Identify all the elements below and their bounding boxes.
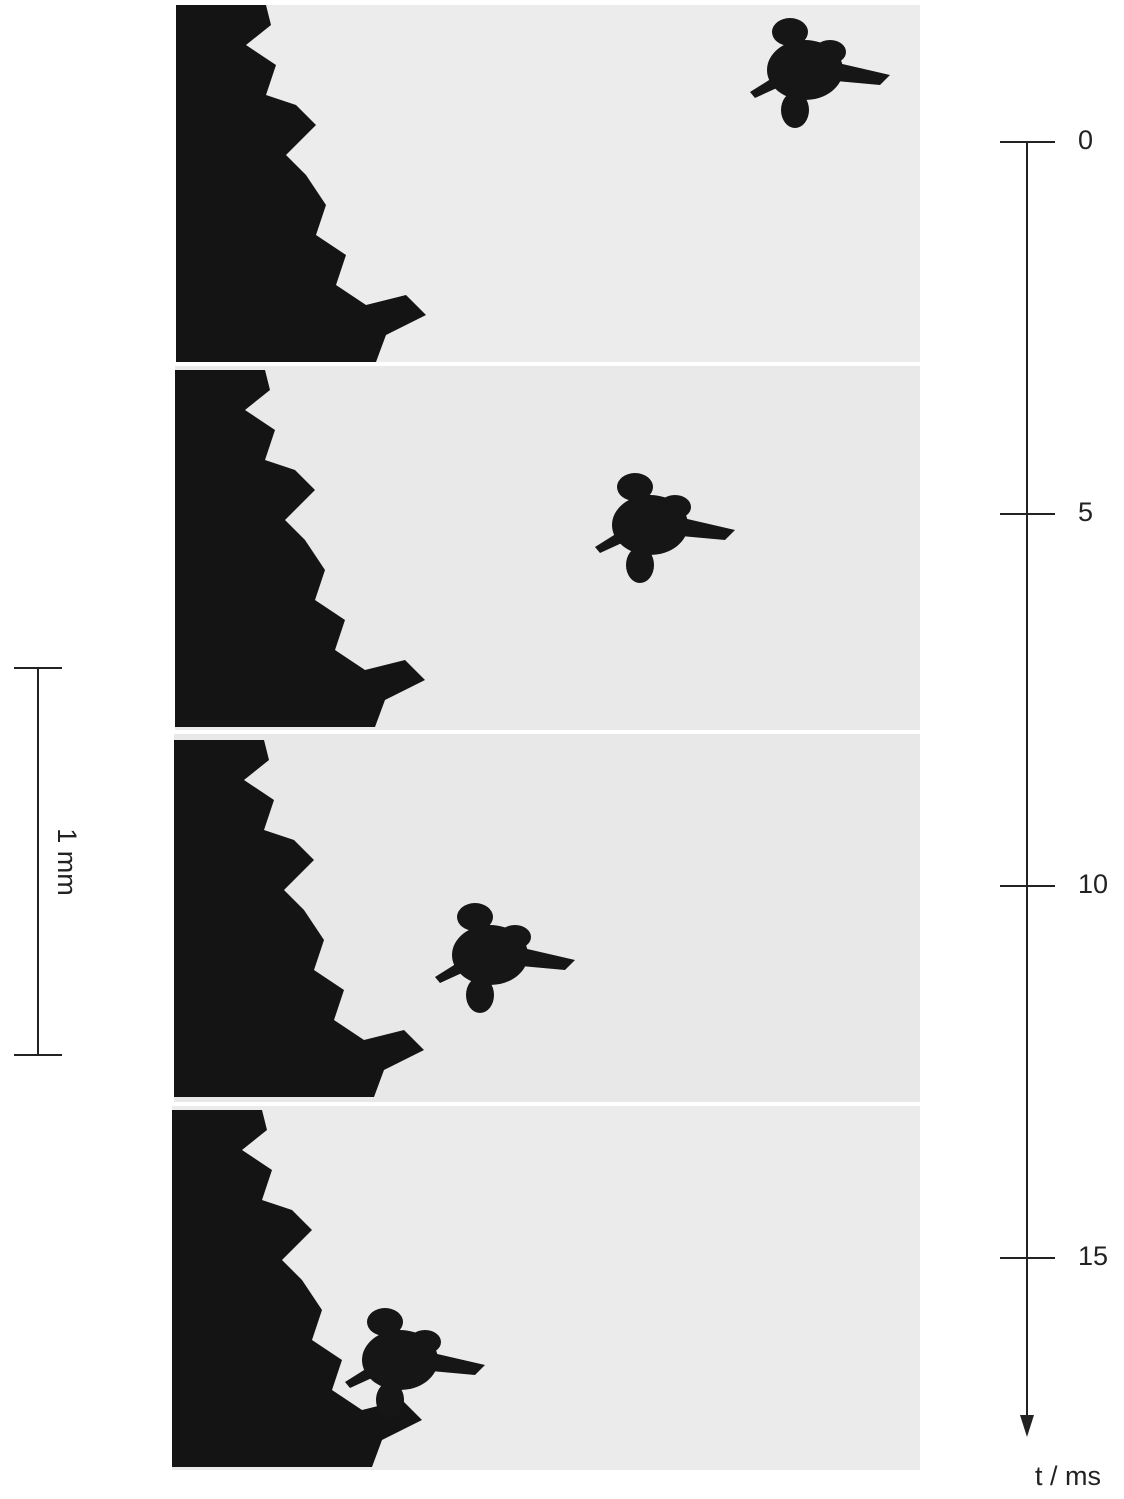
axis-label: t / ms <box>1035 1461 1101 1491</box>
photo-strip <box>172 5 920 1470</box>
tick-label: 15 <box>1078 1241 1108 1271</box>
time-axis: t / ms 0 5 10 15 <box>1000 125 1108 1491</box>
axis-arrow <box>1020 1415 1034 1437</box>
tick-label: 0 <box>1078 125 1093 155</box>
scale-label: 1 mm <box>52 828 82 896</box>
scale-bar: 1 mm <box>14 667 82 1056</box>
tick-label: 5 <box>1078 497 1093 527</box>
tick-label: 10 <box>1078 869 1108 899</box>
